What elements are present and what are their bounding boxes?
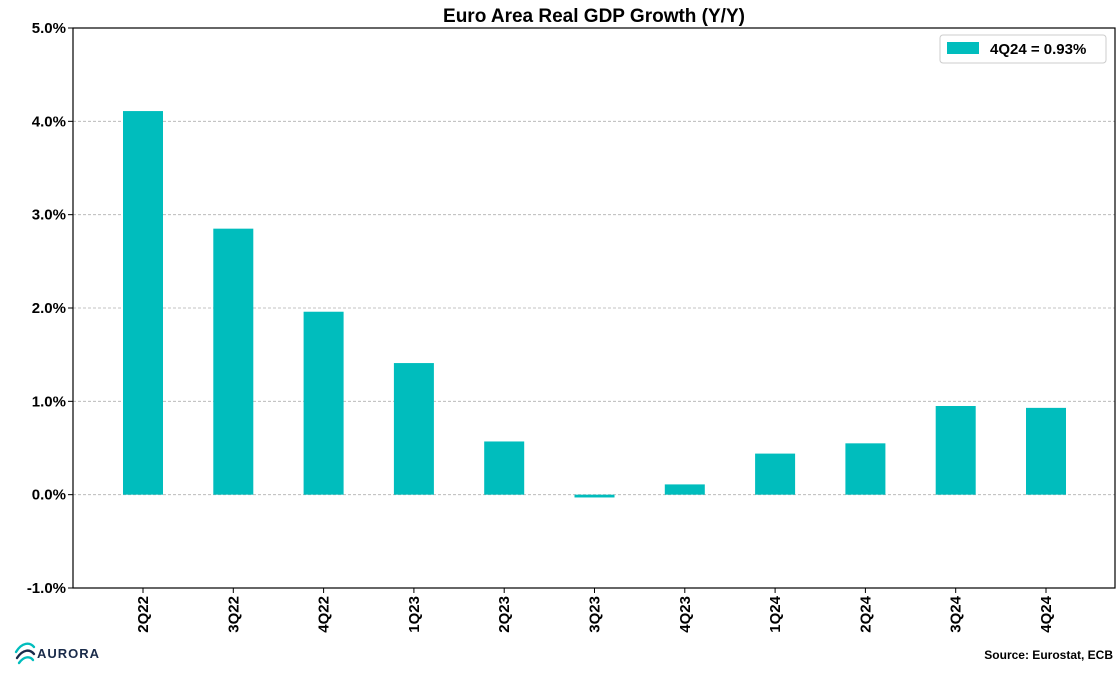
legend-swatch [947,42,979,54]
y-axis: -1.0% 0.0% 1.0% 2.0% 3.0% 4.0% 5.0% [27,20,73,597]
bars [123,111,1066,498]
brand-logo: AURORA [14,642,100,665]
x-tick-label: 2Q23 [496,596,513,633]
y-tick-label: 4.0% [32,113,66,130]
legend-label: 4Q24 = 0.93% [990,41,1086,58]
plot-frame [72,27,1116,589]
aurora-logo-icon [14,642,36,665]
bar-4q23 [664,484,705,495]
bar-4q24 [1026,407,1066,495]
x-tick-label: 2Q24 [857,595,874,632]
y-tick-label: 2.0% [32,300,66,317]
x-tick-label: 4Q22 [316,596,333,633]
x-tick-label: 4Q24 [1038,595,1055,632]
x-tick-label: 1Q23 [406,596,423,633]
bar-2q22 [123,111,163,495]
legend-box [939,34,1107,64]
x-tick-label: 3Q22 [225,596,242,633]
y-tick-label: 0.0% [32,487,66,504]
bar-2q24 [845,443,886,495]
brand-name: AURORA [37,646,100,661]
legend: 4Q24 = 0.93% [939,34,1107,64]
bar-2q23 [484,441,525,495]
x-tick-label: 1Q24 [767,595,784,632]
y-tick-label: 5.0% [32,20,66,37]
y-tick-label: 1.0% [32,393,66,410]
bar-1q24 [755,453,796,495]
x-tick-label: 3Q24 [948,595,965,632]
bar-3q23 [574,494,615,498]
y-tick-label: 3.0% [32,207,66,224]
bar-1q23 [393,363,434,495]
x-tick-label: 4Q23 [677,596,694,633]
y-tick-label: -1.0% [27,580,66,597]
x-tick-label: 3Q23 [587,596,604,633]
bar-4q22 [303,311,344,495]
x-axis: 2Q22 3Q22 4Q22 1Q23 2Q23 3Q23 4Q23 1Q24 2Q24 3Q24… [135,588,1055,633]
source-note: Source: Eurostat, ECB [984,648,1113,662]
chart-title: Euro Area Real GDP Growth (Y/Y) [443,6,745,27]
bar-3q22 [213,228,254,495]
bar-3q24 [935,406,976,495]
x-tick-label: 2Q22 [135,596,152,633]
